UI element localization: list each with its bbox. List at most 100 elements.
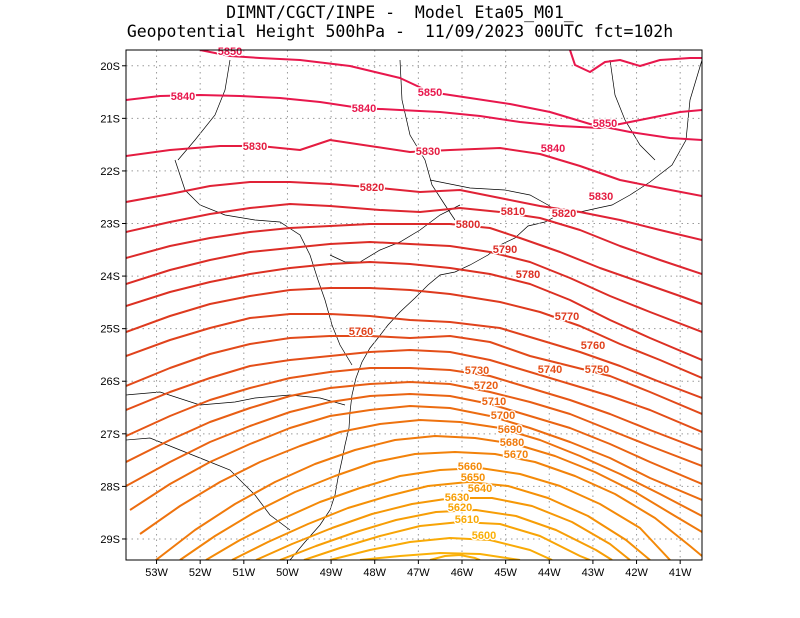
state-border: [177, 59, 231, 161]
contour-label: 5810: [501, 206, 525, 218]
height-contour: [126, 367, 702, 451]
lat-tick-label: 22S: [100, 166, 120, 178]
contour-label: 5640: [468, 483, 492, 495]
state-border: [429, 179, 559, 213]
height-contour: [139, 419, 702, 535]
lat-tick-label: 23S: [100, 219, 120, 231]
lat-tick-label: 25S: [100, 324, 120, 336]
height-contour: [231, 481, 651, 560]
height-contour: [126, 381, 702, 467]
contour-label: 5800: [456, 219, 480, 231]
height-contour: [359, 552, 521, 560]
height-contour: [329, 537, 553, 560]
contour-label: 5710: [482, 396, 506, 408]
height-contour: [569, 50, 702, 73]
height-contour: [429, 554, 481, 560]
lon-tick-label: 42W: [625, 567, 648, 579]
lon-tick-label: 52W: [189, 567, 212, 579]
contour-label: 5840: [541, 143, 565, 155]
height-contour: [279, 509, 613, 560]
height-contour: [126, 335, 702, 415]
title-line-1: DIMNT/CGCT/INPE - Model Eta05_M01_: [226, 3, 574, 22]
lat-tick-label: 24S: [100, 271, 120, 283]
contour-label: 5820: [552, 208, 576, 220]
contour-label: 5740: [538, 364, 562, 376]
contour-label: 5660: [458, 461, 482, 473]
contour-label: 5700: [491, 410, 515, 422]
lat-tick-label: 26S: [100, 376, 120, 388]
contour-label: 5750: [585, 364, 609, 376]
contour-label: 5720: [474, 380, 498, 392]
grid-layer: 53W 52W 51W 50W 49W 48W 47W 46W 45W 44W 43W 42W 41W 2…: [100, 50, 702, 579]
lat-tick-label: 21S: [100, 113, 120, 125]
contour-label: 5850: [418, 87, 442, 99]
contour-label: 5840: [352, 103, 376, 115]
lon-tick-label: 46W: [451, 567, 474, 579]
contour-label-layer: 5850 5850 5850 5840 5840 5840 5830 5830 5830 5820…: [170, 45, 619, 544]
lon-tick-label: 49W: [320, 567, 343, 579]
lon-tick-label: 48W: [363, 567, 386, 579]
height-contour: [126, 261, 702, 361]
map-frame: [125, 49, 703, 561]
height-contour: [199, 50, 702, 141]
lon-tick-label: 53W: [145, 567, 168, 579]
contour-label: 5830: [589, 191, 613, 203]
height-contour: [205, 467, 671, 560]
contour-label: 5830: [243, 141, 267, 153]
height-contour: [126, 287, 702, 379]
contour-label: 5830: [416, 146, 440, 158]
lat-tick-label: 27S: [100, 429, 120, 441]
height-contour: [255, 497, 631, 560]
height-contour: [126, 241, 702, 333]
lon-tick-label: 44W: [538, 567, 561, 579]
contour-label: 5650: [461, 472, 485, 484]
height-contour: [126, 223, 702, 305]
lon-tick-label: 45W: [494, 567, 517, 579]
contour-label: 5600: [472, 530, 496, 542]
height-contour: [126, 139, 702, 197]
contour-label: 5670: [504, 449, 528, 461]
state-border: [609, 59, 656, 161]
height-contour: [129, 405, 702, 511]
height-contour: [126, 349, 702, 433]
contour-label: 5850: [593, 118, 617, 130]
contour-label: 5760: [581, 340, 605, 352]
map-title: DIMNT/CGCT/INPE - Model Eta05_M01_ Geopo…: [0, 3, 800, 41]
contour-label: 5840: [171, 91, 195, 103]
contour-label: 5780: [516, 269, 540, 281]
lat-tick-label: 28S: [100, 481, 120, 493]
lat-tick-label: 20S: [100, 61, 120, 73]
contour-label: 5820: [360, 182, 384, 194]
state-border: [399, 59, 456, 221]
coastline-layer: [126, 59, 702, 560]
height-contour: [155, 435, 702, 560]
contour-label: 5610: [455, 514, 479, 526]
contour-label: 5690: [498, 424, 522, 436]
lon-tick-label: 43W: [582, 567, 605, 579]
lon-tick-label: 50W: [276, 567, 299, 579]
lon-tick-label: 51W: [233, 567, 256, 579]
state-border: [126, 437, 291, 531]
height-contour: [126, 94, 702, 129]
height-contour: [126, 181, 702, 241]
state-border: [126, 391, 346, 406]
contour-label: 5730: [465, 365, 489, 377]
contour-layer: [126, 50, 702, 560]
contour-label: 5680: [500, 437, 524, 449]
lon-tick-label: 47W: [407, 567, 430, 579]
coastline: [289, 59, 702, 560]
contour-label: 5770: [555, 311, 579, 323]
contour-label: 5760: [349, 326, 373, 338]
height-contour: [126, 313, 702, 399]
title-line-2: Geopotential Height 500hPa - 11/09/2023 …: [126, 22, 674, 41]
height-contour: [179, 451, 702, 560]
contour-label: 5620: [448, 502, 472, 514]
height-contour: [126, 393, 702, 487]
height-contour: [126, 203, 702, 275]
contour-label: 5790: [493, 244, 517, 256]
state-border: [329, 204, 461, 263]
contour-label: 5850: [218, 46, 242, 58]
lat-tick-label: 29S: [100, 534, 120, 546]
lon-tick-label: 41W: [669, 567, 692, 579]
